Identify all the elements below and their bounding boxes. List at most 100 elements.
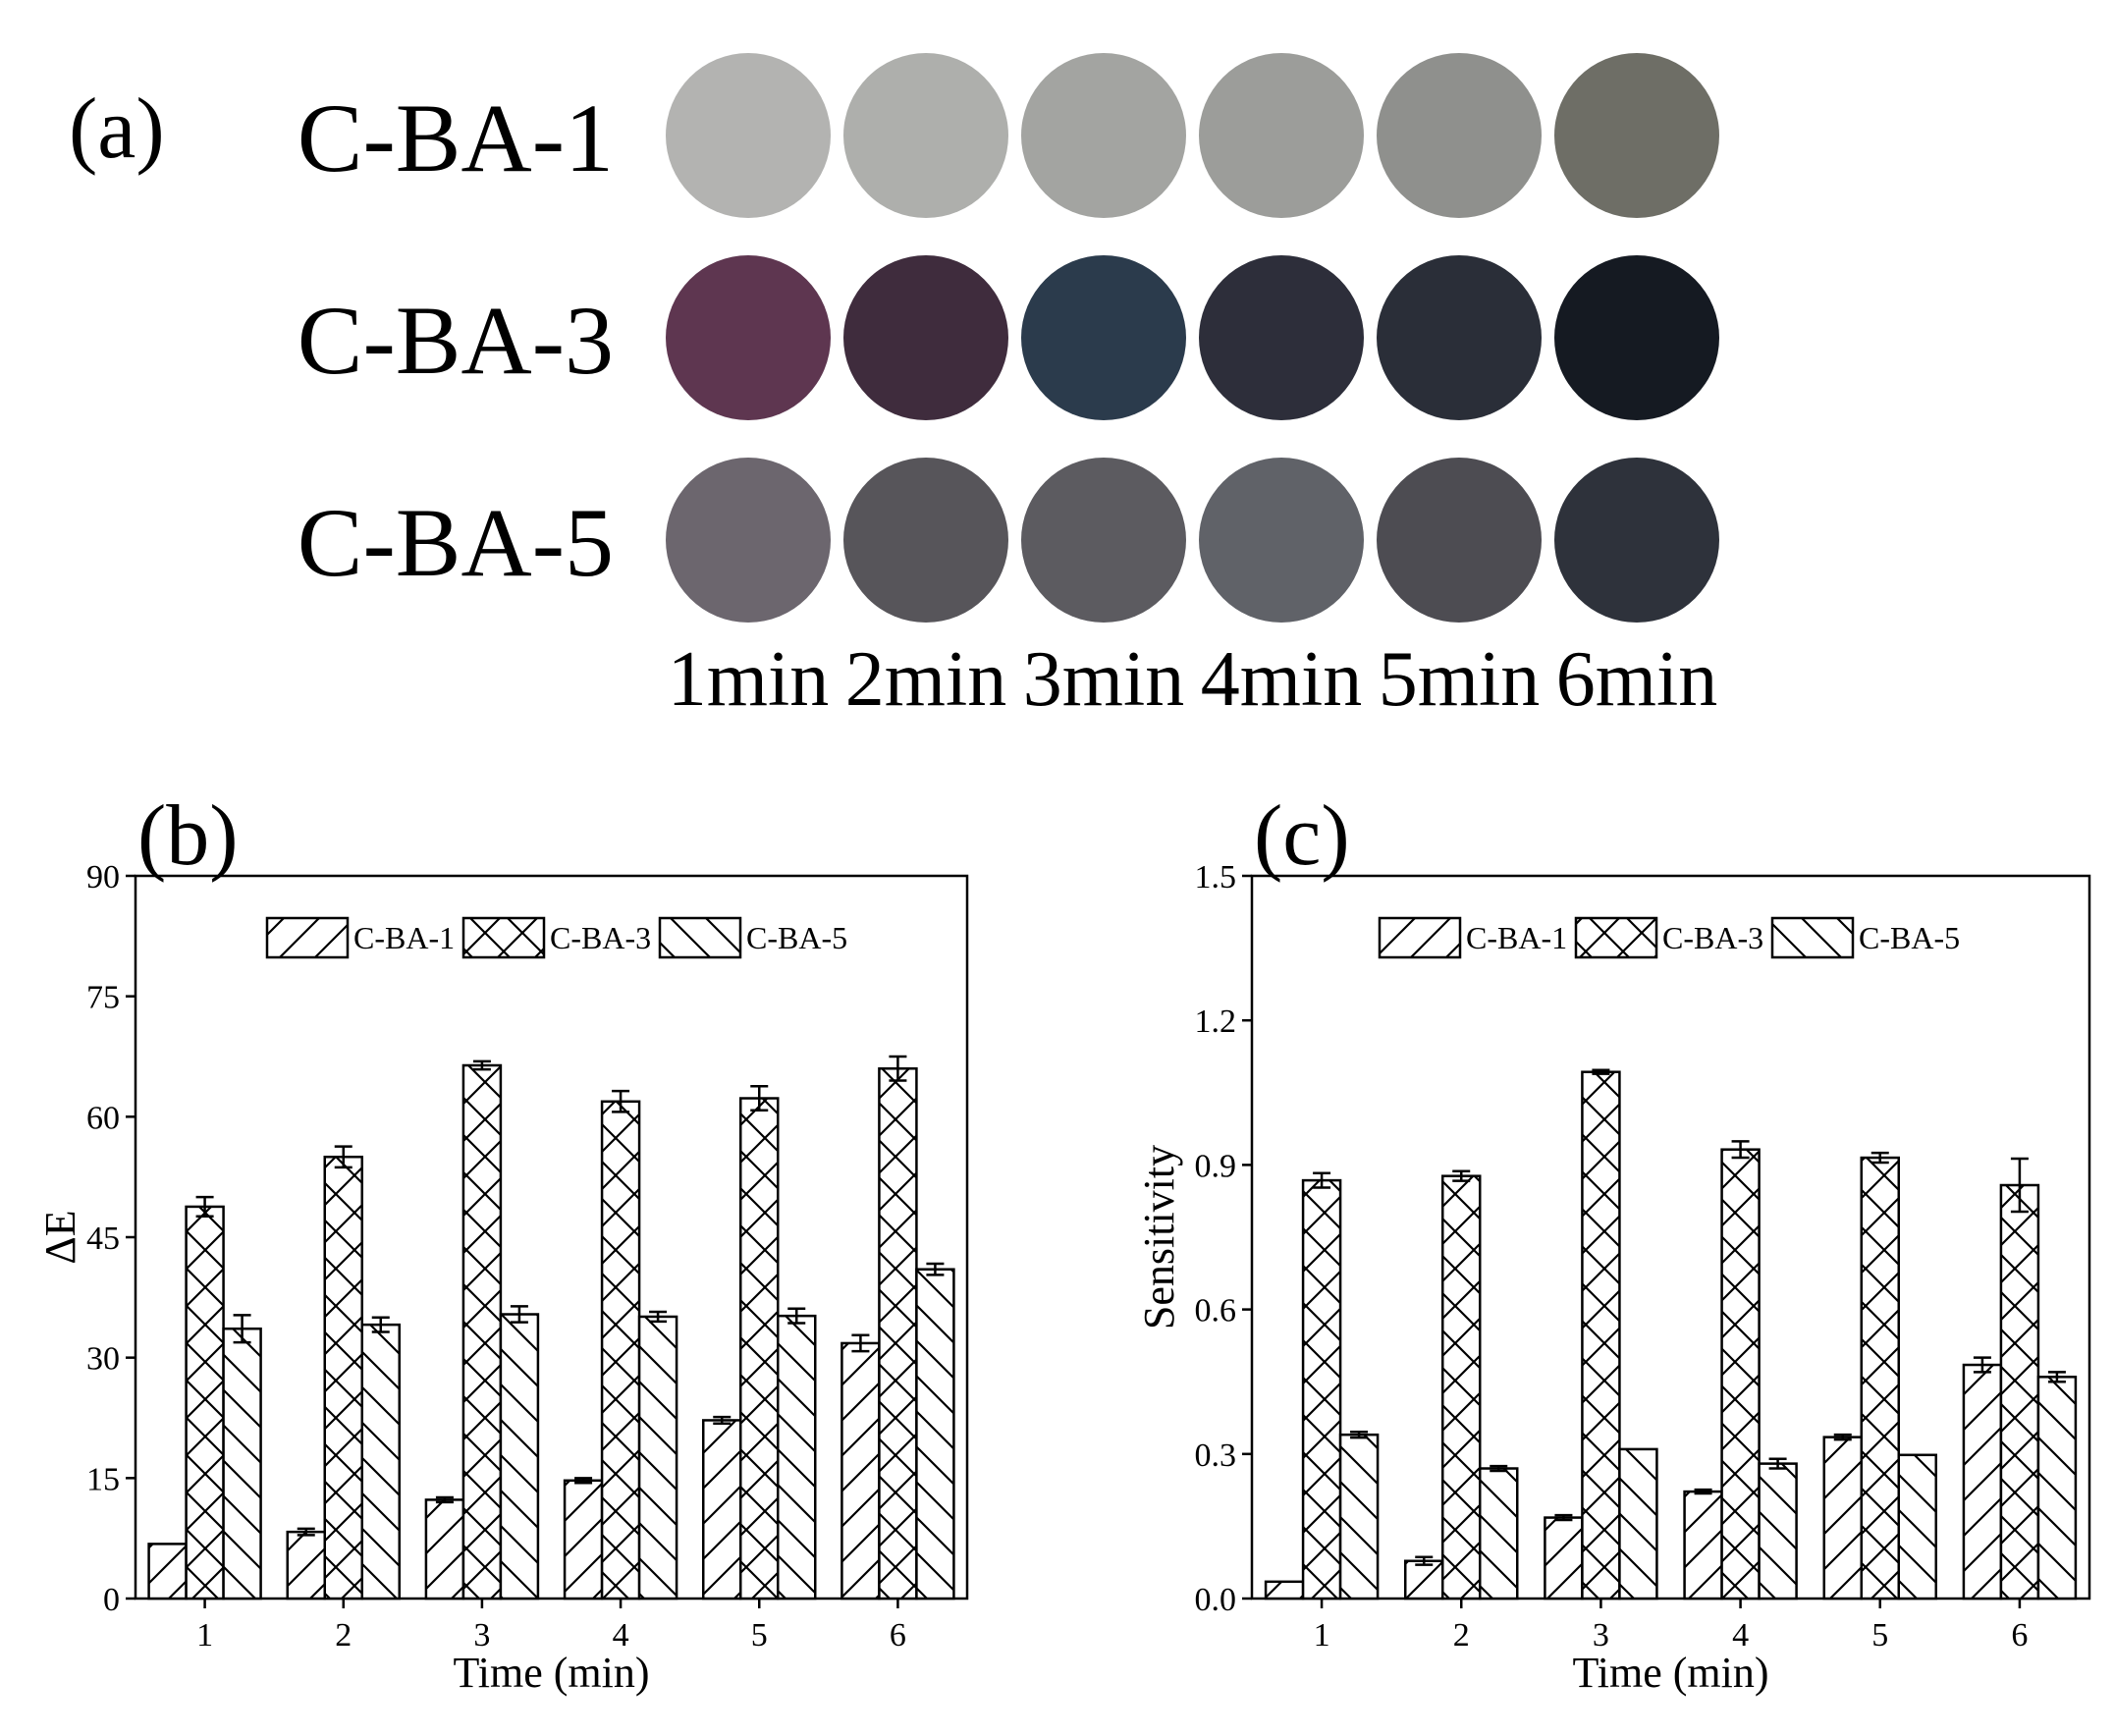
- color-swatch: [1377, 458, 1542, 623]
- bar: [1962, 1363, 2003, 1600]
- y-tick-label: 45: [86, 1221, 120, 1257]
- bar: [777, 1314, 817, 1600]
- x-tick-label: 1: [196, 1617, 213, 1654]
- color-swatch: [1199, 53, 1364, 218]
- color-swatch: [1377, 255, 1542, 420]
- y-axis-title: Sensitivity: [1135, 1145, 1183, 1329]
- x-tick-label: 3: [1593, 1617, 1609, 1654]
- legend-label: C-BA-5: [746, 920, 847, 955]
- bar: [600, 1100, 641, 1600]
- color-swatch: [1021, 53, 1186, 218]
- time-label: 2min: [845, 636, 1006, 723]
- x-tick-label: 5: [1871, 1617, 1888, 1654]
- legend-label: C-BA-1: [1466, 920, 1567, 955]
- color-swatch: [666, 458, 831, 623]
- legend-label: C-BA-3: [550, 920, 651, 955]
- bar: [563, 1479, 604, 1600]
- x-tick-label: 4: [613, 1617, 629, 1654]
- y-tick-label: 30: [86, 1341, 120, 1378]
- x-tick-label: 1: [1314, 1617, 1330, 1654]
- bar: [739, 1097, 780, 1600]
- bar: [1441, 1174, 1482, 1600]
- x-tick-label: 5: [751, 1617, 768, 1654]
- color-swatch: [843, 255, 1008, 420]
- time-label: 6min: [1556, 636, 1717, 723]
- bar: [1479, 1467, 1519, 1600]
- y-tick-label: 0: [103, 1582, 120, 1618]
- bar: [840, 1341, 881, 1600]
- legend-swatch: [1378, 916, 1462, 959]
- bar: [499, 1313, 540, 1600]
- x-axis-title: Time (min): [453, 1649, 649, 1697]
- color-swatch: [666, 53, 831, 218]
- bar: [424, 1498, 465, 1600]
- color-swatch: [1554, 53, 1719, 218]
- bar: [1683, 1490, 1723, 1600]
- time-label: 4min: [1201, 636, 1362, 723]
- x-tick-label: 2: [335, 1617, 352, 1654]
- time-label: 1min: [668, 636, 829, 723]
- bar: [147, 1543, 188, 1600]
- bar: [1338, 1433, 1380, 1600]
- bar: [1897, 1453, 1937, 1600]
- bar: [702, 1419, 742, 1600]
- bar: [878, 1067, 918, 1600]
- time-label: 5min: [1379, 636, 1540, 723]
- color-swatch: [1199, 255, 1364, 420]
- legend-label: C-BA-1: [353, 920, 455, 955]
- color-swatch: [843, 53, 1008, 218]
- bar: [1544, 1516, 1584, 1600]
- bar: [637, 1315, 678, 1600]
- bar: [1720, 1148, 1761, 1600]
- panel-a-label: (a): [69, 81, 165, 177]
- panel-label: (b): [137, 788, 239, 884]
- legend-swatch: [1770, 916, 1855, 959]
- color-swatch: [1554, 458, 1719, 623]
- x-tick-label: 6: [890, 1617, 906, 1654]
- y-tick-label: 0.0: [1195, 1582, 1237, 1618]
- bar: [1860, 1156, 1900, 1600]
- bar: [1999, 1183, 2040, 1600]
- bar: [1264, 1580, 1305, 1600]
- y-tick-label: 60: [86, 1100, 120, 1136]
- x-axis-title: Time (min): [1572, 1649, 1768, 1697]
- legend-swatch: [265, 916, 350, 959]
- time-label: 3min: [1023, 636, 1184, 723]
- panel-a: (a) C-BA-1 C-BA-3 C-BA-5 1min 2min 3min 4min 5…: [69, 53, 1719, 723]
- y-tick-label: 15: [86, 1461, 120, 1497]
- legend-swatch: [461, 916, 546, 959]
- y-tick-label: 0.6: [1195, 1293, 1237, 1329]
- y-tick-label: 1.2: [1195, 1004, 1237, 1040]
- bar: [286, 1530, 326, 1600]
- x-tick-label: 3: [473, 1617, 490, 1654]
- bar: [461, 1063, 503, 1600]
- y-axis-title: ΔE: [36, 1210, 84, 1264]
- legend-label: C-BA-3: [1662, 920, 1763, 955]
- y-tick-label: 75: [86, 980, 120, 1016]
- y-tick-label: 90: [86, 859, 120, 895]
- bar: [1404, 1559, 1444, 1600]
- bar: [222, 1327, 262, 1600]
- plot-frame: [1250, 874, 2091, 1600]
- color-swatch: [1021, 458, 1186, 623]
- bar: [1618, 1447, 1658, 1600]
- bar: [185, 1205, 225, 1600]
- bar: [1301, 1178, 1342, 1600]
- legend-label: C-BA-5: [1859, 920, 1960, 955]
- bar: [915, 1268, 955, 1600]
- x-tick-label: 6: [2011, 1617, 2028, 1654]
- color-swatch: [1554, 255, 1719, 420]
- y-tick-label: 1.5: [1195, 859, 1237, 895]
- bar: [1822, 1436, 1863, 1600]
- legend-swatch: [1574, 916, 1658, 959]
- y-tick-label: 0.9: [1195, 1148, 1237, 1184]
- x-tick-label: 4: [1732, 1617, 1749, 1654]
- x-tick-label: 2: [1453, 1617, 1470, 1654]
- panel-label: (c): [1254, 788, 1350, 884]
- bar: [323, 1155, 363, 1600]
- color-swatch: [1021, 255, 1186, 420]
- bar: [1581, 1070, 1621, 1600]
- bar: [1758, 1462, 1798, 1600]
